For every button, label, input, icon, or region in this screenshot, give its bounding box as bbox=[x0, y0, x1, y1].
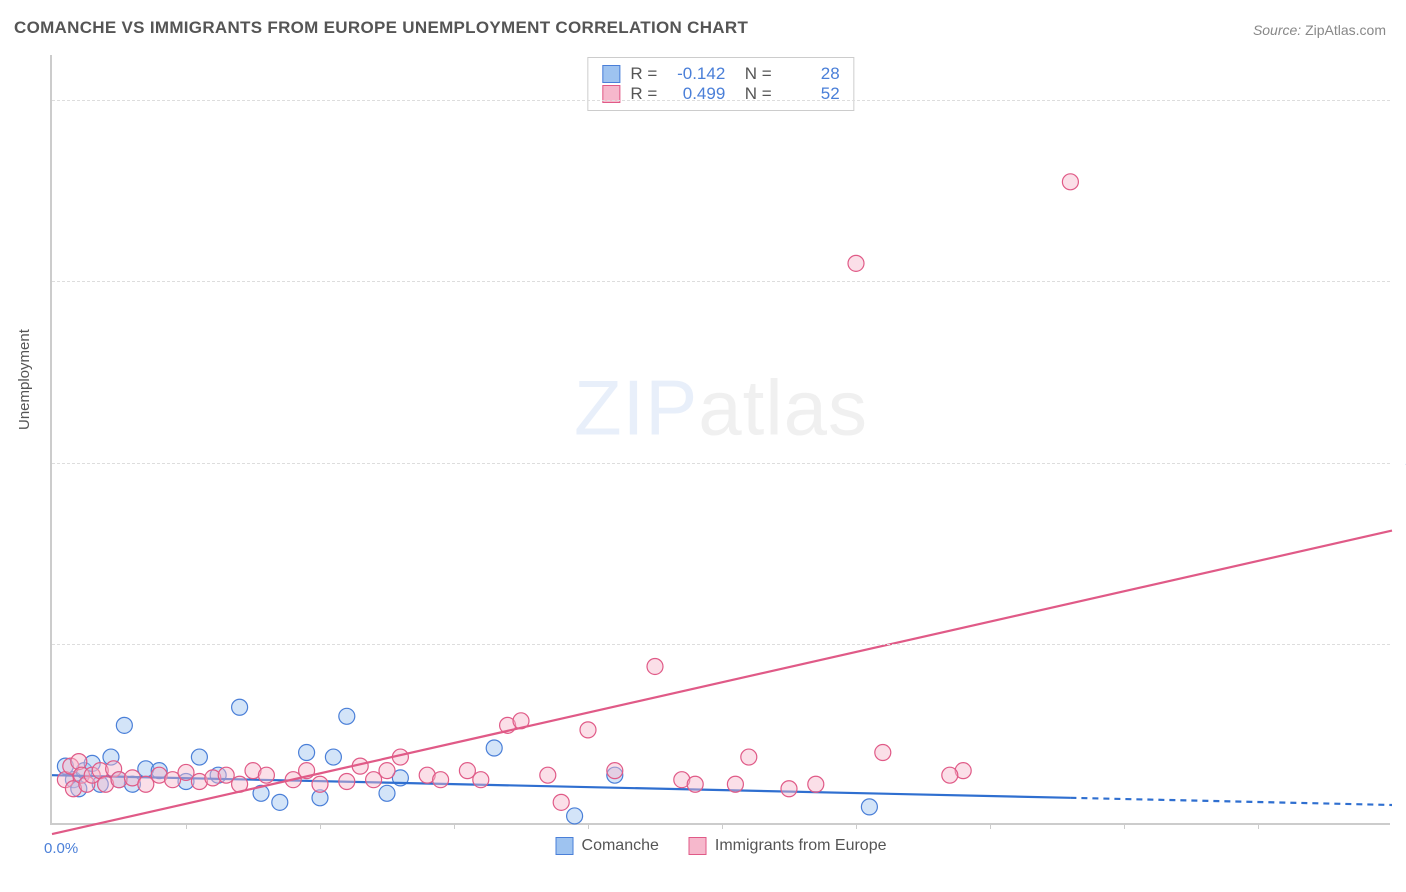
swatch-icon bbox=[556, 837, 574, 855]
legend-label: Comanche bbox=[582, 837, 659, 855]
legend-item: Comanche bbox=[556, 837, 659, 855]
legend-item: Immigrants from Europe bbox=[689, 837, 887, 855]
y-axis-label: Unemployment bbox=[16, 329, 33, 430]
bottom-legend: Comanche Immigrants from Europe bbox=[556, 837, 887, 855]
chart-svg bbox=[52, 55, 1390, 823]
legend-label: Immigrants from Europe bbox=[715, 837, 887, 855]
source-value: ZipAtlas.com bbox=[1305, 22, 1386, 38]
source-label: Source: bbox=[1253, 22, 1301, 38]
source-attribution: Source: ZipAtlas.com bbox=[1253, 22, 1386, 38]
swatch-icon bbox=[689, 837, 707, 855]
x-axis-min-label: 0.0% bbox=[44, 840, 78, 857]
chart-title: COMANCHE VS IMMIGRANTS FROM EUROPE UNEMP… bbox=[14, 18, 748, 38]
plot-area: ZIPatlas R = -0.142 N = 28 R = 0.499 N =… bbox=[50, 55, 1390, 825]
